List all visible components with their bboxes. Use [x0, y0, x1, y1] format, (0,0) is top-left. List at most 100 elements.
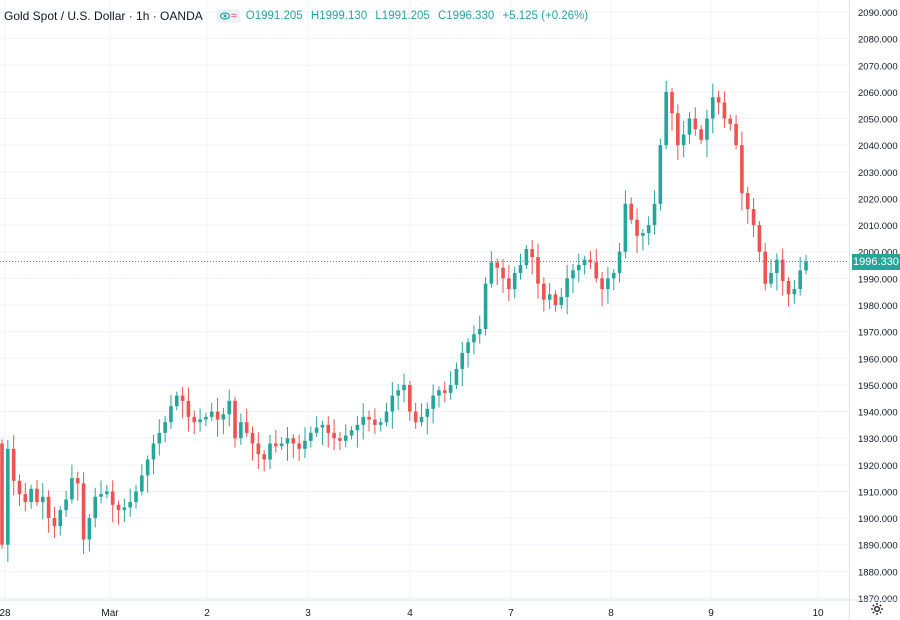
candle-body: [448, 384, 453, 393]
candle-body: [256, 443, 261, 455]
candle-body: [58, 510, 63, 527]
y-tick-label: 1890.000: [858, 541, 898, 552]
candle-body: [396, 390, 400, 396]
y-tick-label: 2040.000: [858, 141, 898, 152]
candle-body: [46, 496, 51, 519]
candle-body: [600, 278, 604, 290]
candle-body: [17, 480, 22, 495]
open-value: 1991.205: [254, 10, 303, 22]
indicator-toggle-button[interactable]: ≈: [216, 9, 240, 23]
candle-body: [623, 203, 628, 252]
eye-icon: [219, 12, 230, 20]
candle-body: [180, 395, 185, 401]
candle-body: [29, 488, 33, 503]
candle-body: [565, 278, 569, 298]
candle-body: [140, 475, 144, 492]
candle-body: [512, 273, 517, 290]
x-tick-label: 7: [508, 608, 514, 619]
candle-body: [128, 502, 132, 508]
candle-body: [87, 518, 92, 540]
candle-body: [110, 491, 115, 505]
candle-body: [425, 408, 430, 417]
y-tick-label: 2000.000: [858, 248, 898, 259]
candle-body: [221, 414, 226, 420]
candle-body: [227, 400, 232, 415]
y-tick-label: 1880.000: [858, 567, 898, 578]
candle-body: [722, 102, 727, 119]
candle-body: [355, 424, 360, 431]
candle-body: [530, 249, 534, 258]
wave-icon: ≈: [230, 10, 237, 22]
candle-body: [646, 225, 651, 234]
candle-body: [553, 294, 558, 305]
low-value: 1991.205: [381, 10, 430, 22]
candle-body: [11, 448, 16, 481]
candle-body: [454, 368, 459, 385]
candle-body: [658, 145, 663, 204]
candle-body: [477, 328, 482, 335]
candle-body: [594, 262, 599, 279]
x-tick-label: Mar: [101, 608, 119, 619]
x-tick-label: 2: [204, 608, 210, 619]
candle-body: [483, 283, 488, 329]
symbol-title[interactable]: Gold Spot / U.S. Dollar · 1h · OANDA: [4, 9, 203, 23]
candle-body: [705, 118, 709, 140]
candle-body: [804, 261, 808, 271]
candle-body: [215, 411, 220, 420]
candle-body: [576, 265, 581, 271]
candle-body: [64, 499, 68, 511]
candle-body: [192, 416, 197, 423]
candle-body: [390, 395, 395, 412]
candle-body: [734, 123, 738, 146]
candle-body: [326, 424, 331, 433]
y-tick-label: 2030.000: [858, 168, 898, 179]
y-tick-label: 1950.000: [858, 381, 898, 392]
candle-body: [320, 424, 325, 428]
candle-body: [186, 400, 191, 417]
y-tick-label: 2090.000: [858, 8, 898, 19]
high-value: 1999.130: [319, 10, 368, 22]
candle-body: [308, 432, 313, 441]
candle-body: [466, 342, 470, 353]
x-tick-label: 9: [708, 608, 714, 619]
candle-body: [338, 438, 342, 441]
y-tick-label: 1940.000: [858, 408, 898, 419]
candle-body: [244, 422, 249, 433]
candle-body: [23, 494, 28, 503]
candle-body: [116, 504, 121, 511]
candle-body: [373, 419, 377, 425]
last-price-badge: 1996.330: [852, 253, 900, 270]
candle-body: [343, 435, 348, 441]
y-tick-label: 2010.000: [858, 221, 898, 232]
y-tick-label: 1930.000: [858, 434, 898, 445]
candle-body: [151, 443, 156, 460]
candle-body: [792, 289, 797, 295]
candle-body: [279, 443, 284, 447]
candle-body: [349, 430, 354, 436]
candle-body: [262, 454, 266, 460]
candle-body: [786, 281, 791, 295]
y-tick-label: 2080.000: [858, 35, 898, 46]
candle-body: [0, 443, 4, 545]
candle-body: [588, 259, 593, 263]
candle-body: [693, 118, 698, 130]
candle-body: [198, 419, 202, 423]
candle-body: [442, 390, 447, 393]
candle-body: [635, 219, 639, 236]
candle-body: [763, 251, 768, 284]
candle-body: [408, 384, 412, 412]
y-tick-label: 2050.000: [858, 115, 898, 126]
y-tick-label: 1990.000: [858, 274, 898, 285]
candle-body: [75, 478, 80, 484]
y-tick-label: 1900.000: [858, 514, 898, 525]
candle-body: [378, 422, 383, 425]
close-value: 1996.330: [446, 10, 495, 22]
candle-body: [559, 297, 564, 305]
candle-body: [571, 270, 575, 279]
gear-icon[interactable]: [870, 602, 884, 616]
y-tick-label: 2060.000: [858, 88, 898, 99]
x-tick-label: 4: [407, 608, 413, 619]
x-tick-label: 10: [812, 608, 824, 619]
candle-body: [582, 259, 587, 266]
